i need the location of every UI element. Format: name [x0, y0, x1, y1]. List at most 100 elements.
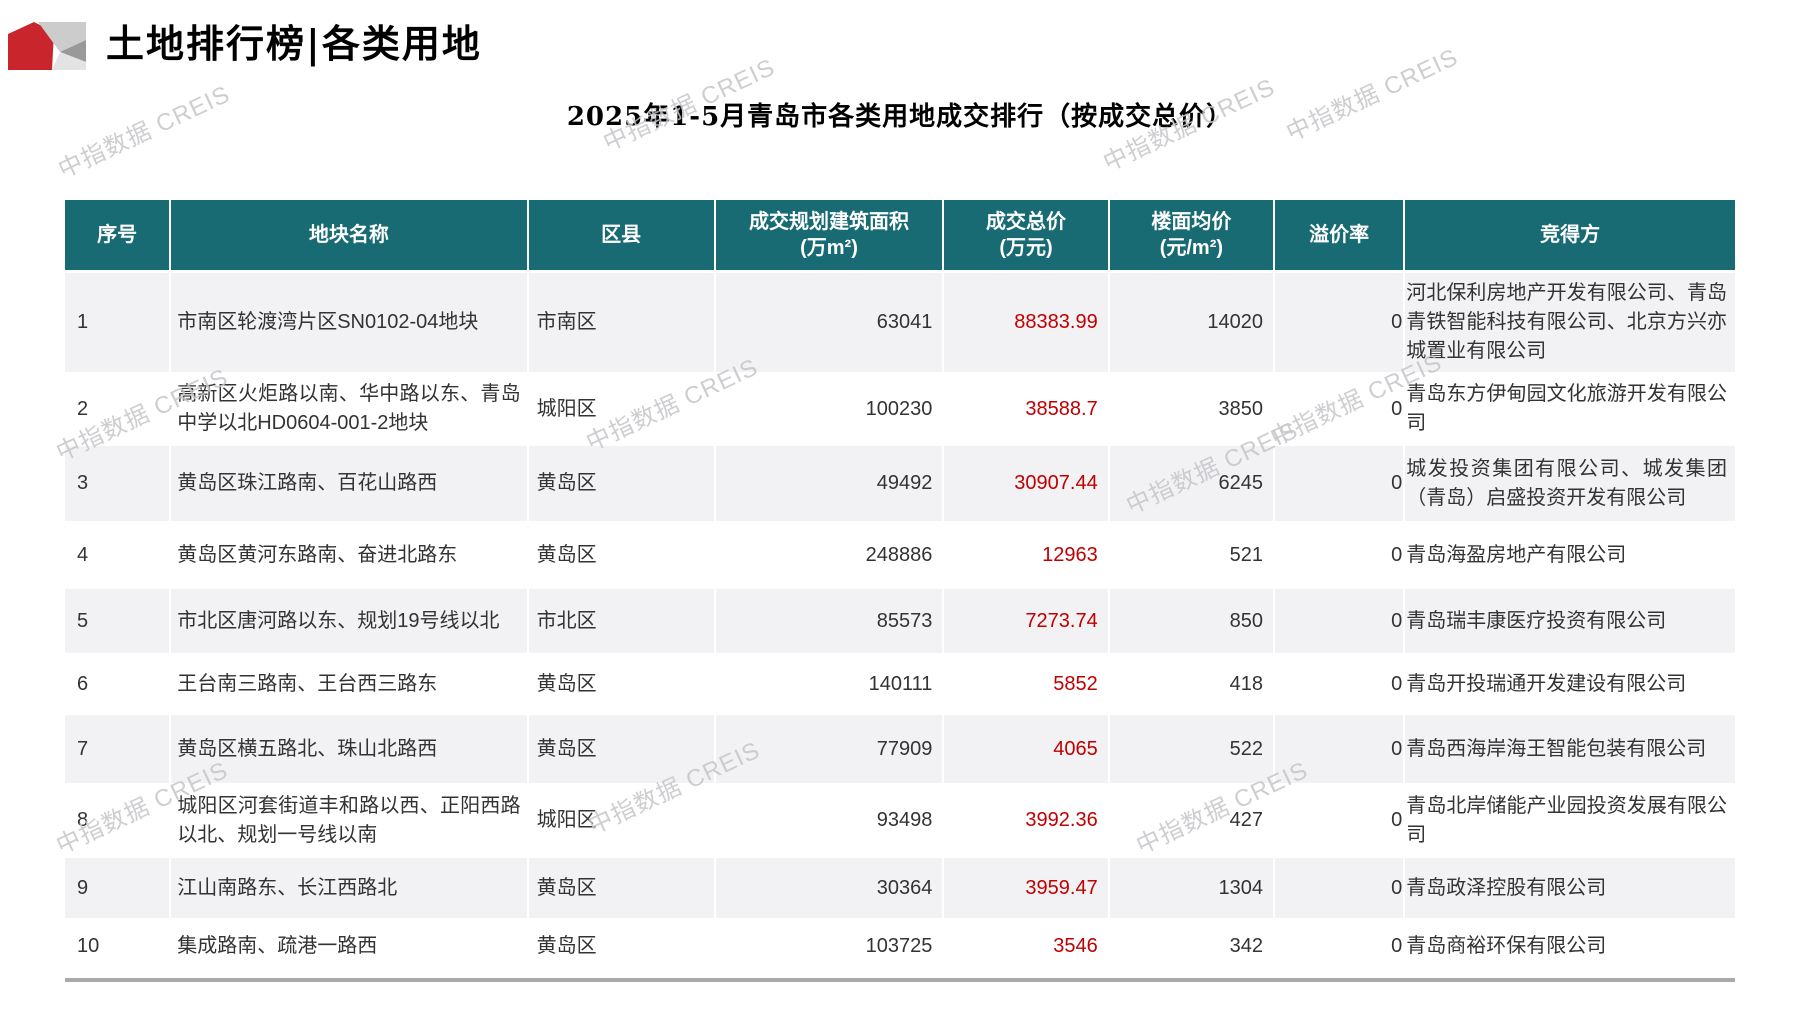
- header-label: 成交总价: [986, 211, 1067, 233]
- header-label: 区县: [601, 224, 642, 246]
- total-price-cell: 88383.99: [943, 271, 1110, 374]
- table-row: 6 王台南三路南、王台西三路东 黄岛区 140111 5852 418 0 青岛开投瑞通开发建…: [65, 654, 1735, 715]
- plot-name-cell: 黄岛区横五路北、珠山北路西: [170, 714, 529, 785]
- table-row: 4 黄岛区黄河东路南、奋进北路东 黄岛区 248886 12963 521 0 青岛海盈房地产…: [65, 522, 1735, 589]
- rank-cell: 10: [65, 919, 172, 975]
- header-label: 溢价率: [1309, 224, 1370, 246]
- col-header-district: 区县: [527, 200, 716, 273]
- col-header-area: 成交规划建筑面积 (万m²): [714, 200, 945, 273]
- premium-rate-cell: 0: [1274, 522, 1406, 589]
- table-row: 7 黄岛区横五路北、珠山北路西 黄岛区 77909 4065 522 0 青岛西海岸海王智能包…: [65, 714, 1735, 785]
- floor-price-cell: 342: [1108, 919, 1276, 975]
- total-price-cell: 4065: [943, 714, 1110, 785]
- area-cell: 49492: [714, 445, 945, 523]
- creis-logo-icon: [8, 22, 86, 70]
- total-price-cell: 12963: [943, 522, 1110, 589]
- area-cell: 63041: [714, 271, 945, 374]
- brand-row: 土地排行榜|各类用地: [8, 18, 482, 70]
- land-ranking-table: 序号 地块名称 区县 成交规划建筑面积 (万m²) 成交总价 (万元) 楼面均价 (元/m²) 溢…: [65, 200, 1735, 975]
- header-row: 序号 地块名称 区县 成交规划建筑面积 (万m²) 成交总价 (万元) 楼面均价 (元/m²) 溢…: [65, 200, 1735, 273]
- header-unit: (元/m²): [1159, 237, 1224, 259]
- col-header-name: 地块名称: [170, 200, 529, 273]
- premium-rate-cell: 0: [1274, 654, 1406, 715]
- district-cell: 城阳区: [527, 784, 716, 858]
- premium-rate-cell: 0: [1274, 271, 1406, 374]
- area-cell: 100230: [714, 373, 945, 446]
- floor-price-cell: 418: [1108, 654, 1276, 715]
- col-header-premium: 溢价率: [1274, 200, 1406, 273]
- floor-price-cell: 427: [1108, 784, 1276, 858]
- winner-cell: 青岛北岸储能产业园投资发展有限公司: [1404, 784, 1735, 858]
- rank-cell: 3: [65, 445, 172, 523]
- col-header-floor-price: 楼面均价 (元/m²): [1108, 200, 1276, 273]
- district-cell: 市南区: [527, 271, 716, 374]
- plot-name-cell: 集成路南、疏港一路西: [170, 919, 529, 975]
- rank-cell: 6: [65, 654, 172, 715]
- header-label: 地块名称: [308, 224, 389, 246]
- district-cell: 黄岛区: [527, 919, 716, 975]
- table-row: 2 高新区火炬路以南、华中路以东、青岛中学以北HD0604-001-2地块 城阳区 1…: [65, 373, 1735, 446]
- table-title: 2025年1-5月青岛市各类用地成交排行（按成交总价）: [566, 102, 1234, 132]
- total-price-cell: 30907.44: [943, 445, 1110, 523]
- header-label: 楼面均价: [1151, 211, 1232, 233]
- premium-rate-cell: 0: [1274, 857, 1406, 920]
- header-unit: (万m²): [800, 237, 858, 259]
- floor-price-cell: 6245: [1108, 445, 1276, 523]
- plot-name-cell: 王台南三路南、王台西三路东: [170, 654, 529, 715]
- rank-cell: 8: [65, 784, 172, 858]
- premium-rate-cell: 0: [1274, 919, 1406, 975]
- table-row: 3 黄岛区珠江路南、百花山路西 黄岛区 49492 30907.44 6245 0 城发投资集…: [65, 445, 1735, 523]
- total-price-cell: 38588.7: [943, 373, 1110, 446]
- area-cell: 140111: [714, 654, 945, 715]
- floor-price-cell: 1304: [1108, 857, 1276, 920]
- winner-cell: 青岛瑞丰康医疗投资有限公司: [1404, 588, 1735, 655]
- winner-cell: 青岛开投瑞通开发建设有限公司: [1404, 654, 1735, 715]
- table-header: 序号 地块名称 区县 成交规划建筑面积 (万m²) 成交总价 (万元) 楼面均价 (元/m²) 溢…: [65, 200, 1735, 273]
- plot-name-cell: 高新区火炬路以南、华中路以东、青岛中学以北HD0604-001-2地块: [170, 373, 529, 446]
- header-label: 序号: [97, 224, 138, 246]
- district-cell: 市北区: [527, 588, 716, 655]
- total-price-cell: 7273.74: [943, 588, 1110, 655]
- bottom-divider: [65, 978, 1735, 982]
- district-cell: 黄岛区: [527, 857, 716, 920]
- area-cell: 248886: [714, 522, 945, 589]
- rank-cell: 2: [65, 373, 172, 446]
- area-cell: 85573: [714, 588, 945, 655]
- floor-price-cell: 14020: [1108, 271, 1276, 374]
- winner-cell: 青岛商裕环保有限公司: [1404, 919, 1735, 975]
- plot-name-cell: 黄岛区黄河东路南、奋进北路东: [170, 522, 529, 589]
- page-title: 土地排行榜|各类用地: [106, 21, 482, 67]
- floor-price-cell: 850: [1108, 588, 1276, 655]
- plot-name-cell: 城阳区河套街道丰和路以西、正阳西路以北、规划一号线以南: [170, 784, 529, 858]
- premium-rate-cell: 0: [1274, 714, 1406, 785]
- winner-cell: 城发投资集团有限公司、城发集团（青岛）启盛投资开发有限公司: [1404, 445, 1735, 523]
- premium-rate-cell: 0: [1274, 588, 1406, 655]
- col-header-rank: 序号: [65, 200, 172, 273]
- table-row: 9 江山南路东、长江西路北 黄岛区 30364 3959.47 1304 0 青岛政泽控股有限…: [65, 857, 1735, 920]
- floor-price-cell: 521: [1108, 522, 1276, 589]
- rank-cell: 5: [65, 588, 172, 655]
- header-label: 竞得方: [1540, 224, 1601, 246]
- area-cell: 93498: [714, 784, 945, 858]
- plot-name-cell: 江山南路东、长江西路北: [170, 857, 529, 920]
- table-row: 10 集成路南、疏港一路西 黄岛区 103725 3546 342 0 青岛商裕环保有限公司: [65, 919, 1735, 975]
- winner-cell: 青岛东方伊甸园文化旅游开发有限公司: [1404, 373, 1735, 446]
- winner-cell: 青岛西海岸海王智能包装有限公司: [1404, 714, 1735, 785]
- district-cell: 黄岛区: [527, 714, 716, 785]
- district-cell: 黄岛区: [527, 654, 716, 715]
- area-cell: 30364: [714, 857, 945, 920]
- district-cell: 城阳区: [527, 373, 716, 446]
- premium-rate-cell: 0: [1274, 373, 1406, 446]
- table-row: 5 市北区唐河路以东、规划19号线以北 市北区 85573 7273.74 850 0 青岛瑞…: [65, 588, 1735, 655]
- header-label: 成交规划建筑面积: [749, 211, 909, 233]
- area-cell: 77909: [714, 714, 945, 785]
- total-price-cell: 5852: [943, 654, 1110, 715]
- premium-rate-cell: 0: [1274, 445, 1406, 523]
- winner-cell: 青岛海盈房地产有限公司: [1404, 522, 1735, 589]
- rank-cell: 4: [65, 522, 172, 589]
- col-header-total-price: 成交总价 (万元): [943, 200, 1110, 273]
- table-wrap: 序号 地块名称 区县 成交规划建筑面积 (万m²) 成交总价 (万元) 楼面均价 (元/m²) 溢…: [65, 200, 1735, 982]
- district-cell: 黄岛区: [527, 445, 716, 523]
- table-row: 8 城阳区河套街道丰和路以西、正阳西路以北、规划一号线以南 城阳区 93498 3992…: [65, 784, 1735, 858]
